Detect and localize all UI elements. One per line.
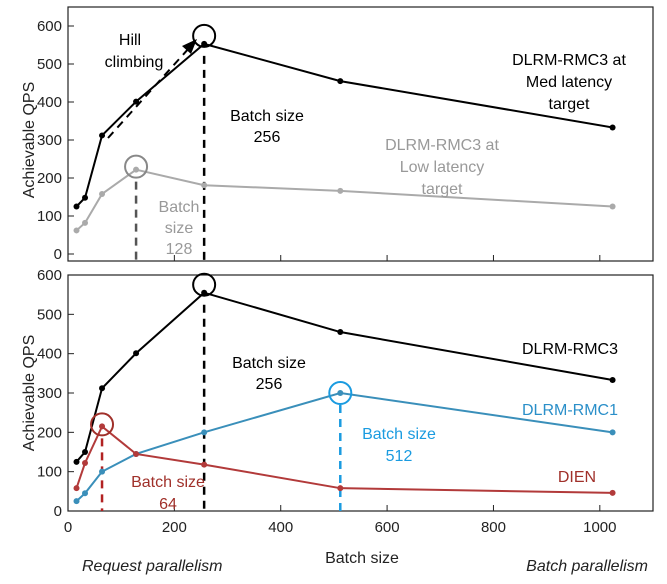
footer-request-parallelism: Request parallelism xyxy=(82,558,223,575)
bottom-point-dien xyxy=(337,485,344,492)
top-point-dlrm-rmc3-at-med-latency-target xyxy=(201,40,208,47)
bottom-ytick-label: 100 xyxy=(37,464,62,481)
bottom-panel: 0 100 200 300 400 500 600 0 200 400 600 800 1000 Ac… xyxy=(21,267,654,567)
top-bs128-label-2: size xyxy=(165,220,194,237)
top-ytick-label: 200 xyxy=(37,170,62,187)
bottom-xtick-label: 1000 xyxy=(583,519,616,536)
top-ytick-label: 600 xyxy=(37,18,62,35)
bottom-bs256-label-1: Batch size xyxy=(232,355,306,372)
hill-climbing-arrowhead xyxy=(182,39,197,54)
top-point-dlrm-rmc3-at-med-latency-target xyxy=(609,124,616,131)
bottom-ytick-label: 600 xyxy=(37,267,62,284)
low-label-2: Low latency xyxy=(400,159,485,176)
top-point-dlrm-rmc3-at-med-latency-target xyxy=(133,98,140,105)
bottom-point-dien xyxy=(133,450,140,457)
top-ytick-label: 0 xyxy=(54,246,62,263)
bottom-point-dien xyxy=(99,423,106,430)
footer-batch-parallelism: Batch parallelism xyxy=(526,558,648,575)
top-series-line-dlrm-rmc3-at-low-latency-target xyxy=(75,168,613,232)
low-label-1: DLRM-RMC3 at xyxy=(385,137,499,154)
bottom-point-dlrm-rmc3 xyxy=(133,350,140,357)
bottom-xlabel: Batch size xyxy=(325,550,399,567)
bottom-bs512-label-2: 512 xyxy=(386,448,413,465)
top-bs256-label-2: 256 xyxy=(254,129,281,146)
top-ytick-label: 300 xyxy=(37,132,62,149)
bottom-ylabel: Achievable QPS xyxy=(21,335,38,452)
bottom-xtick-label: 600 xyxy=(375,519,400,536)
med-label-1: DLRM-RMC3 at xyxy=(512,52,626,69)
dien-label: DIEN xyxy=(558,469,596,486)
bottom-bs256-label-2: 256 xyxy=(256,376,283,393)
bottom-peak-circle-rmc1 xyxy=(328,381,353,405)
top-point-dlrm-rmc3-at-med-latency-target xyxy=(99,132,106,139)
med-label-3: target xyxy=(549,96,590,113)
bottom-point-dien xyxy=(609,489,616,496)
bottom-point-dlrm-rmc3 xyxy=(73,458,80,465)
bottom-xtick-label: 800 xyxy=(481,519,506,536)
bottom-point-dlrm-rmc1 xyxy=(201,429,208,436)
top-peak-circle-med xyxy=(192,23,217,48)
bottom-point-dlrm-rmc1 xyxy=(82,490,89,497)
bottom-ytick-label: 400 xyxy=(37,346,62,363)
bottom-point-dlrm-rmc1 xyxy=(337,390,344,396)
top-point-dlrm-rmc3-at-med-latency-target xyxy=(73,203,80,210)
top-point-dlrm-rmc3-at-low-latency-target xyxy=(73,227,80,234)
bottom-peak-circle-rmc3 xyxy=(192,272,217,297)
bottom-xtick-label: 200 xyxy=(162,519,187,536)
bottom-xtick-label: 400 xyxy=(268,519,293,536)
top-axes-frame xyxy=(67,6,654,262)
med-label-2: Med latency xyxy=(526,74,612,91)
bottom-bs512-label-1: Batch size xyxy=(362,426,436,443)
bottom-point-dlrm-rmc3 xyxy=(201,289,208,296)
top-bs128-label-3: 128 xyxy=(166,241,193,258)
bottom-bs64-label-2: 64 xyxy=(159,496,177,513)
top-point-dlrm-rmc3-at-low-latency-target xyxy=(133,166,140,173)
bottom-series-line-dlrm-rmc3 xyxy=(75,291,613,463)
top-point-dlrm-rmc3-at-med-latency-target xyxy=(82,194,89,201)
top-point-dlrm-rmc3-at-low-latency-target xyxy=(609,203,616,210)
top-point-dlrm-rmc3-at-low-latency-target xyxy=(201,182,208,189)
top-ylabel: Achievable QPS xyxy=(21,82,38,199)
top-point-dlrm-rmc3-at-low-latency-target xyxy=(82,219,89,226)
low-label-3: target xyxy=(422,181,463,198)
bottom-point-dlrm-rmc3 xyxy=(99,385,106,392)
top-ytick-label: 500 xyxy=(37,56,62,73)
bottom-point-dlrm-rmc1 xyxy=(73,498,80,505)
hill-label-1: Hill xyxy=(119,32,141,49)
hill-climbing-arrow xyxy=(107,46,191,139)
bottom-point-dien xyxy=(201,461,208,468)
bottom-point-dlrm-rmc3 xyxy=(82,449,89,455)
bottom-point-dien xyxy=(73,485,80,492)
top-bs128-label-1: Batch xyxy=(159,199,200,216)
top-peak-circle-low xyxy=(124,154,149,179)
bottom-point-dlrm-rmc3 xyxy=(609,377,616,384)
bottom-peak-circle-dien xyxy=(90,412,115,437)
bottom-point-dlrm-rmc3 xyxy=(337,329,344,336)
bottom-ytick-label: 0 xyxy=(54,503,62,520)
bottom-xtick-label: 0 xyxy=(64,519,72,536)
top-ytick-label: 400 xyxy=(37,94,62,111)
bottom-bs64-label-1: Batch size xyxy=(131,474,205,491)
bottom-ytick-label: 300 xyxy=(37,385,62,402)
top-point-dlrm-rmc3-at-med-latency-target xyxy=(337,78,344,85)
bottom-ytick-label: 500 xyxy=(37,306,62,323)
bottom-point-dlrm-rmc1 xyxy=(99,468,106,475)
rmc3-label: DLRM-RMC3 xyxy=(522,341,618,358)
top-bs256-label-1: Batch size xyxy=(230,108,304,125)
bottom-ytick-label: 200 xyxy=(37,424,62,441)
hill-label-2: climbing xyxy=(105,54,164,71)
top-point-dlrm-rmc3-at-low-latency-target xyxy=(99,190,106,197)
top-ytick-label: 100 xyxy=(37,208,62,225)
bottom-point-dien xyxy=(82,460,89,467)
bottom-point-dlrm-rmc1 xyxy=(609,429,616,436)
rmc1-label: DLRM-RMC1 xyxy=(522,402,618,419)
top-point-dlrm-rmc3-at-low-latency-target xyxy=(337,187,344,194)
